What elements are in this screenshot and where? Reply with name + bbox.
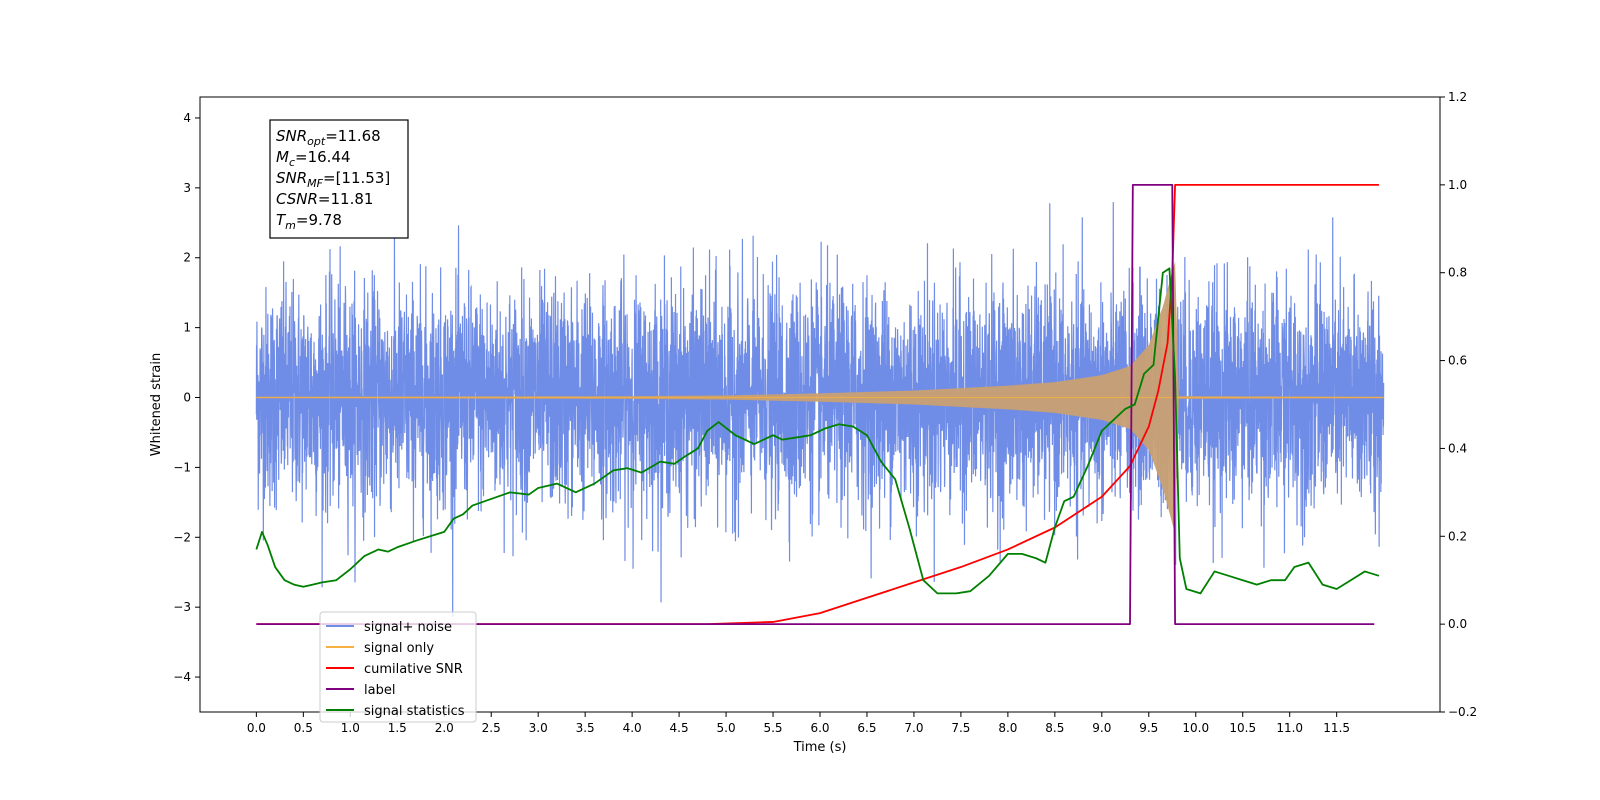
- y2-tick-label: −0.2: [1448, 705, 1477, 719]
- y-tick-label: −3: [173, 600, 191, 614]
- x-tick-label: 8.5: [1045, 721, 1064, 735]
- x-tick-label: 4.5: [670, 721, 689, 735]
- x-tick-label: 5.0: [717, 721, 736, 735]
- legend-label: label: [364, 683, 395, 698]
- x-tick-label: 9.5: [1139, 721, 1158, 735]
- annotation-box: SNRopt=11.68Mc=16.44SNRMF=[11.53]CSNR=11…: [269, 119, 409, 239]
- annotation-line: Mc=16.44: [276, 148, 351, 169]
- x-tick-label: 11.5: [1323, 721, 1350, 735]
- x-tick-label: 6.5: [857, 721, 876, 735]
- x-tick-label: 4.0: [623, 721, 642, 735]
- y-tick-label: 2: [183, 251, 191, 265]
- y-tick-label: −4: [173, 670, 191, 684]
- x-tick-label: 1.0: [341, 721, 360, 735]
- x-tick-label: 6.0: [810, 721, 829, 735]
- y-tick-label: 1: [183, 321, 191, 335]
- y2-tick-label: 0.8: [1448, 266, 1467, 280]
- x-tick-label: 7.5: [951, 721, 970, 735]
- x-tick-label: 11.0: [1276, 721, 1303, 735]
- y-axis-label: Whitened strain: [149, 353, 164, 456]
- y-tick-label: 4: [183, 111, 191, 125]
- axes-layer: 0.0 0.5 1.0 1.5 2.0 2.5 3.0 3.5 4.0 4.5 5.0 5.5 6.0 6…: [173, 90, 1477, 735]
- annotation-line: CSNR=11.81: [276, 190, 373, 208]
- legend-label: cumilative SNR: [364, 662, 463, 677]
- legend-frame: [319, 611, 477, 723]
- annotation-line: Tm=9.78: [276, 211, 342, 232]
- x-tick-label: 7.0: [904, 721, 923, 735]
- x-tick-label: 3.5: [576, 721, 595, 735]
- annotation-line: SNRopt=11.68: [276, 127, 381, 148]
- y2-tick-label: 1.2: [1448, 90, 1467, 104]
- y2-tick-label: 1.0: [1448, 178, 1467, 192]
- y2-tick-label: 0.4: [1448, 441, 1467, 455]
- x-axis-label: Time (s): [793, 740, 847, 755]
- y2-tick-label: 0.2: [1448, 529, 1467, 543]
- y2-tick-label: 0.0: [1448, 617, 1467, 631]
- x-tick-label: 10.5: [1229, 721, 1256, 735]
- x-tick-label: 9.0: [1092, 721, 1111, 735]
- y-tick-label: −2: [173, 530, 191, 544]
- x-tick-label: 10.0: [1182, 721, 1209, 735]
- y-tick-label: 3: [183, 181, 191, 195]
- x-tick-label: 0.0: [247, 721, 266, 735]
- series-signal-statistics: [255, 267, 1380, 595]
- x-tick-label: 2.0: [435, 721, 454, 735]
- annotation-line: SNRMF=[11.53]: [276, 169, 390, 190]
- legend-label: signal+ noise: [364, 620, 452, 635]
- series-signal-noise: [255, 202, 1385, 617]
- x-tick-label: 5.5: [763, 721, 782, 735]
- x-tick-label: 0.5: [294, 721, 313, 735]
- x-tick-label: 8.0: [998, 721, 1017, 735]
- legend-label: signal only: [364, 641, 434, 656]
- legend-label: signal statistics: [364, 704, 465, 719]
- y-tick-label: −1: [173, 460, 191, 474]
- x-tick-label: 3.0: [529, 721, 548, 735]
- x-tick-label: 1.5: [388, 721, 407, 735]
- y2-tick-label: 0.6: [1448, 354, 1467, 368]
- x-tick-label: 2.5: [482, 721, 501, 735]
- annotation-frame: [269, 119, 409, 239]
- series-layer: [255, 183, 1385, 626]
- y-tick-label: 0: [183, 391, 191, 405]
- series-label: [256, 183, 1375, 626]
- legend: signal+ noise signal only cumilative SNR la…: [319, 611, 477, 723]
